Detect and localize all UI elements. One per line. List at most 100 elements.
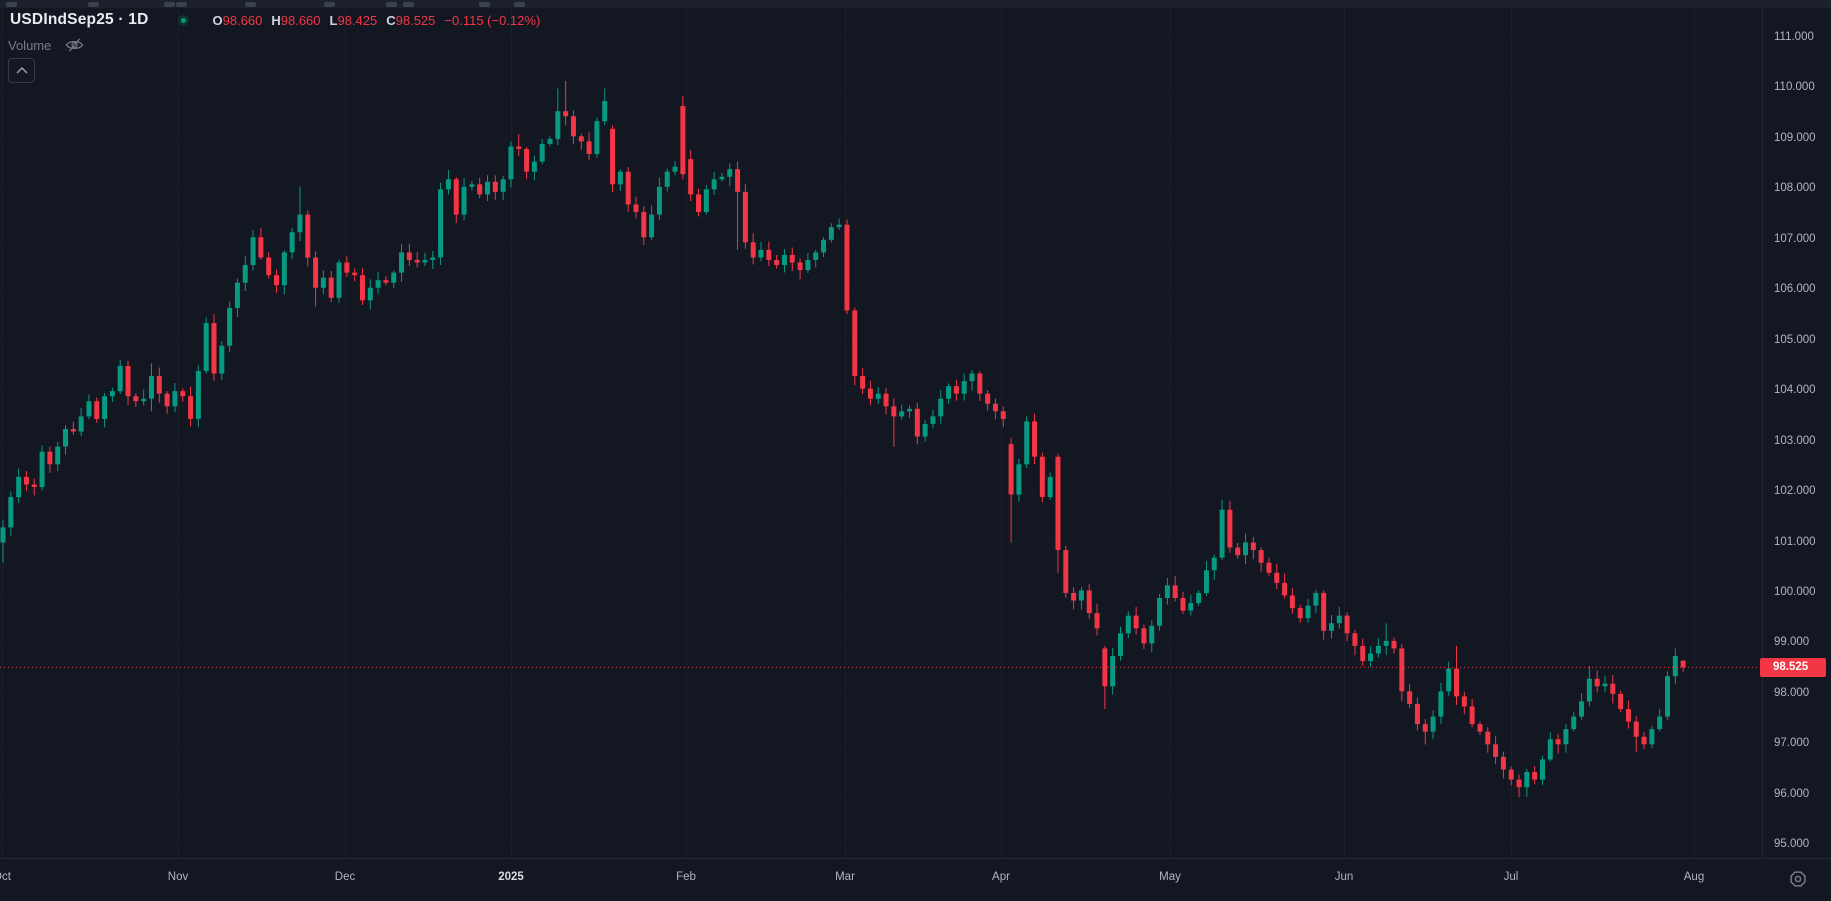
candle[interactable] [1203,561,1209,596]
candle[interactable] [805,253,811,273]
candle[interactable] [1032,413,1038,465]
candle[interactable] [625,166,631,213]
candle[interactable] [1633,715,1639,752]
candle[interactable] [23,471,29,491]
candle[interactable] [1063,545,1069,598]
candle[interactable] [1297,604,1303,623]
candle[interactable] [297,186,303,242]
candle[interactable] [742,183,748,249]
last-price-label[interactable]: 98.525 [1760,657,1826,677]
candle[interactable] [1149,620,1155,653]
candle[interactable] [1430,710,1436,740]
candle[interactable] [1313,589,1319,613]
candle[interactable] [1383,623,1389,655]
candle[interactable] [547,136,553,147]
candle[interactable] [1524,768,1530,797]
candle[interactable] [1469,699,1475,728]
candle[interactable] [1680,660,1686,673]
candle[interactable] [672,161,678,176]
candle[interactable] [1399,643,1405,702]
candle[interactable] [63,425,69,455]
candle[interactable] [836,218,842,230]
candle[interactable] [1368,646,1374,667]
candle[interactable] [141,389,147,406]
candle[interactable] [344,256,350,277]
candle[interactable] [797,258,803,280]
market-status-dot[interactable] [178,14,190,26]
candle[interactable] [578,133,584,150]
axis-settings-gear-icon[interactable] [1786,867,1810,891]
candle[interactable] [148,363,154,412]
candle[interactable] [1071,587,1077,610]
candle[interactable] [430,251,436,270]
candle[interactable] [1493,736,1499,765]
candle[interactable] [477,177,483,199]
candle[interactable] [844,219,850,315]
candle[interactable] [1602,675,1608,693]
candle[interactable] [1391,637,1397,654]
candle[interactable] [1618,690,1624,713]
candle[interactable] [750,233,756,265]
candle[interactable] [1516,774,1522,798]
candle[interactable] [1500,751,1506,779]
candlestick-chart[interactable] [0,0,1762,858]
candle[interactable] [641,205,647,245]
candle[interactable] [133,393,139,407]
candle[interactable] [445,169,451,195]
candle[interactable] [485,175,491,202]
candle[interactable] [570,110,576,145]
candle[interactable] [977,370,983,402]
candle[interactable] [883,387,889,415]
candle[interactable] [117,359,123,394]
candle[interactable] [1258,547,1264,572]
candle[interactable] [922,420,928,442]
candle[interactable] [367,279,373,310]
candle[interactable] [180,388,186,402]
candle[interactable] [1532,766,1538,785]
candle[interactable] [328,270,334,303]
candle[interactable] [711,171,717,196]
candle[interactable] [1188,594,1194,616]
candle[interactable] [1579,693,1585,720]
candle[interactable] [1141,624,1147,650]
candle[interactable] [1110,647,1116,695]
candle[interactable] [1000,406,1006,428]
candle[interactable] [1039,452,1045,503]
candle[interactable] [946,383,952,404]
candle[interactable] [1164,577,1170,605]
candle[interactable] [899,404,905,420]
candle[interactable] [703,185,709,215]
candle[interactable] [1539,755,1545,786]
candle[interactable] [399,243,405,283]
candle[interactable] [234,278,240,317]
time-axis[interactable]: Oct Nov Dec 2025 Feb Mar Apr May Jun Jul Aug [0,858,1831,901]
candle[interactable] [1180,591,1186,614]
candle[interactable] [250,229,256,271]
candle[interactable] [383,276,389,286]
candle[interactable] [852,307,858,386]
candle[interactable] [1414,697,1420,731]
candle[interactable] [0,519,6,563]
candle[interactable] [1563,724,1569,753]
candle[interactable] [727,163,733,187]
candle[interactable] [664,168,670,192]
candle[interactable] [1125,611,1131,639]
candle[interactable] [930,409,936,429]
candle[interactable] [688,149,694,201]
candle[interactable] [1610,674,1616,704]
candle[interactable] [1649,725,1655,749]
candle[interactable] [985,389,991,411]
candle[interactable] [953,379,959,401]
candle[interactable] [305,210,311,267]
candle[interactable] [438,182,444,266]
candle[interactable] [274,269,280,293]
candle[interactable] [1016,458,1022,502]
candle[interactable] [586,132,592,160]
candle[interactable] [766,241,772,267]
candle[interactable] [1594,670,1600,693]
candle[interactable] [828,223,834,243]
candle[interactable] [1360,638,1366,667]
candle[interactable] [391,270,397,289]
candle[interactable] [1250,536,1256,560]
candle[interactable] [821,237,827,258]
